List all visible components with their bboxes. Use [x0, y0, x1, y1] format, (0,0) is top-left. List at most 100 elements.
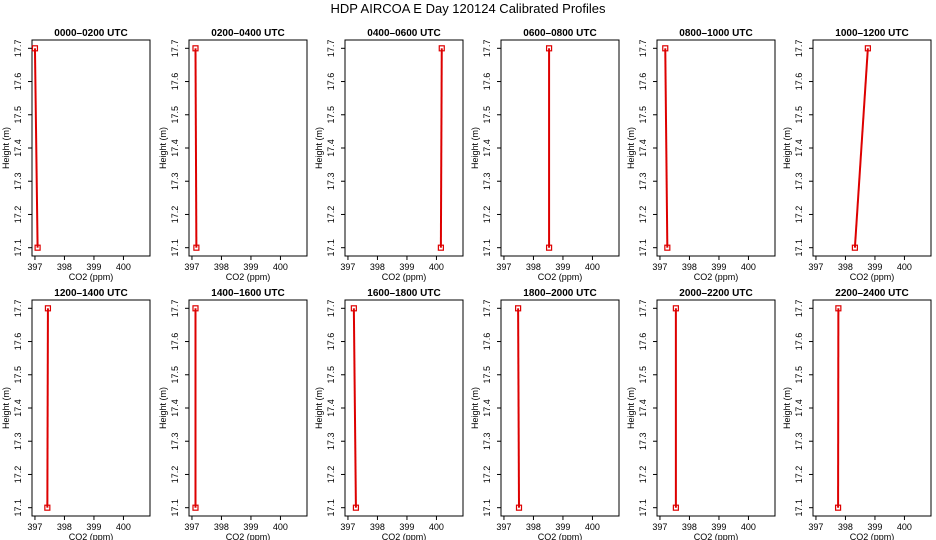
y-tick-label: 17.6: [326, 73, 336, 91]
y-tick-label: 17.1: [638, 499, 648, 517]
y-tick-label: 17.6: [638, 73, 648, 91]
y-tick-label: 17.6: [13, 73, 23, 91]
y-tick-label: 17.2: [794, 466, 804, 484]
data-point: [44, 504, 51, 511]
x-tick-label: 397: [27, 522, 42, 532]
y-tick-label: 17.7: [482, 300, 492, 318]
y-tick-label: 17.2: [170, 466, 180, 484]
x-tick-label: 397: [808, 262, 823, 272]
series-line: [517, 308, 520, 508]
x-tick-label: 399: [86, 262, 101, 272]
y-tick-label: 17.6: [482, 333, 492, 351]
data-point: [835, 305, 842, 312]
y-tick-label: 17.6: [482, 73, 492, 91]
panel-3: 0400–0600 UTC 397 398 399 400 17.1 17.2 17.3 17.…: [314, 28, 464, 282]
y-tick-label: 17.4: [638, 139, 648, 157]
y-tick-label: 17.1: [482, 499, 492, 517]
x-tick-label: 398: [838, 262, 853, 272]
x-tick-label: 400: [897, 522, 912, 532]
panel-grid: 0000–0200 UTC 397 398 399 400 17.1 17.2 17.3 17.…: [1, 28, 932, 540]
figure-title: HDP AIRCOA E Day 120124 Calibrated Profi…: [330, 1, 606, 16]
x-tick-label: 400: [585, 522, 600, 532]
x-tick-label: 399: [711, 522, 726, 532]
plot-frame: [31, 39, 151, 257]
panel-1: 0000–0200 UTC 397 398 399 400 17.1 17.2 17.3 17.…: [1, 28, 151, 282]
y-tick-label: 17.3: [482, 172, 492, 190]
y-tick-label: 17.1: [638, 239, 648, 257]
y-tick-label: 17.1: [170, 239, 180, 257]
series-line: [352, 308, 357, 508]
panel-title: 2000–2200 UTC: [679, 288, 752, 299]
x-tick-label: 399: [86, 522, 101, 532]
plot-frame: [656, 299, 776, 517]
y-tick-label: 17.2: [794, 206, 804, 224]
y-tick-label: 17.3: [794, 432, 804, 450]
y-tick-label: 17.2: [13, 466, 23, 484]
y-tick-label: 17.7: [638, 300, 648, 318]
x-tick-label: 399: [867, 262, 882, 272]
y-tick-label: 17.6: [170, 73, 180, 91]
data-point: [192, 45, 199, 52]
x-tick-label: 398: [682, 522, 697, 532]
panel-title: 1400–1600 UTC: [211, 288, 284, 299]
y-tick-label: 17.5: [326, 106, 336, 124]
x-axis-label: CO2 (ppm): [382, 272, 427, 282]
x-axis-label: CO2 (ppm): [850, 272, 895, 282]
data-point: [672, 305, 679, 312]
x-tick-label: 399: [243, 522, 258, 532]
y-tick-label: 17.5: [170, 366, 180, 384]
data-point: [34, 244, 41, 251]
panel-6: 1000–1200 UTC 397 398 399 400 17.1 17.2 17.3 17.…: [782, 28, 932, 282]
x-tick-label: 398: [526, 262, 541, 272]
panel-title: 1000–1200 UTC: [835, 28, 908, 39]
x-tick-label: 400: [741, 522, 756, 532]
x-tick-label: 399: [555, 522, 570, 532]
panel-5: 0800–1000 UTC 397 398 399 400 17.1 17.2 17.3 17.…: [626, 28, 776, 282]
panel-title: 2200–2400 UTC: [835, 288, 908, 299]
y-tick-label: 17.7: [13, 300, 23, 318]
x-tick-label: 398: [370, 522, 385, 532]
y-tick-label: 17.3: [170, 172, 180, 190]
series-line: [664, 48, 669, 248]
x-tick-label: 397: [496, 262, 511, 272]
plot-frame: [812, 299, 932, 517]
panel-title: 1600–1800 UTC: [367, 288, 440, 299]
y-tick-label: 17.5: [170, 106, 180, 124]
plot-frame: [188, 299, 308, 517]
y-tick-label: 17.1: [794, 499, 804, 517]
x-tick-label: 398: [370, 262, 385, 272]
y-tick-label: 17.3: [326, 432, 336, 450]
panel-8: 1400–1600 UTC 397 398 399 400 17.1 17.2 17.3 17.…: [158, 288, 308, 540]
x-tick-label: 400: [897, 262, 912, 272]
data-point: [192, 305, 199, 312]
y-tick-label: 17.1: [170, 499, 180, 517]
x-tick-label: 399: [399, 522, 414, 532]
data-point: [834, 504, 842, 511]
series-line: [439, 48, 443, 248]
x-tick-label: 397: [184, 262, 199, 272]
data-point: [664, 244, 671, 251]
y-tick-label: 17.7: [794, 300, 804, 318]
y-tick-label: 17.6: [13, 333, 23, 351]
plot-frame: [188, 39, 308, 257]
y-tick-label: 17.3: [326, 172, 336, 190]
x-tick-label: 397: [340, 522, 355, 532]
plot-frame: [500, 39, 620, 257]
y-axis-label: Height (m): [1, 127, 11, 169]
y-tick-label: 17.7: [13, 40, 23, 58]
y-tick-label: 17.2: [482, 466, 492, 484]
y-axis-label: Height (m): [1, 387, 11, 429]
y-axis-label: Height (m): [314, 387, 324, 429]
panel-title: 0000–0200 UTC: [54, 28, 127, 39]
y-tick-label: 17.1: [326, 499, 336, 517]
y-axis-label: Height (m): [470, 127, 480, 169]
y-tick-label: 17.3: [170, 432, 180, 450]
series-line: [853, 48, 869, 248]
x-tick-label: 399: [243, 262, 258, 272]
y-axis-label: Height (m): [626, 127, 636, 169]
plot-frame: [812, 39, 932, 257]
x-tick-label: 398: [57, 262, 72, 272]
y-tick-label: 17.3: [638, 172, 648, 190]
y-tick-label: 17.6: [638, 333, 648, 351]
x-axis-label: CO2 (ppm): [382, 532, 427, 540]
